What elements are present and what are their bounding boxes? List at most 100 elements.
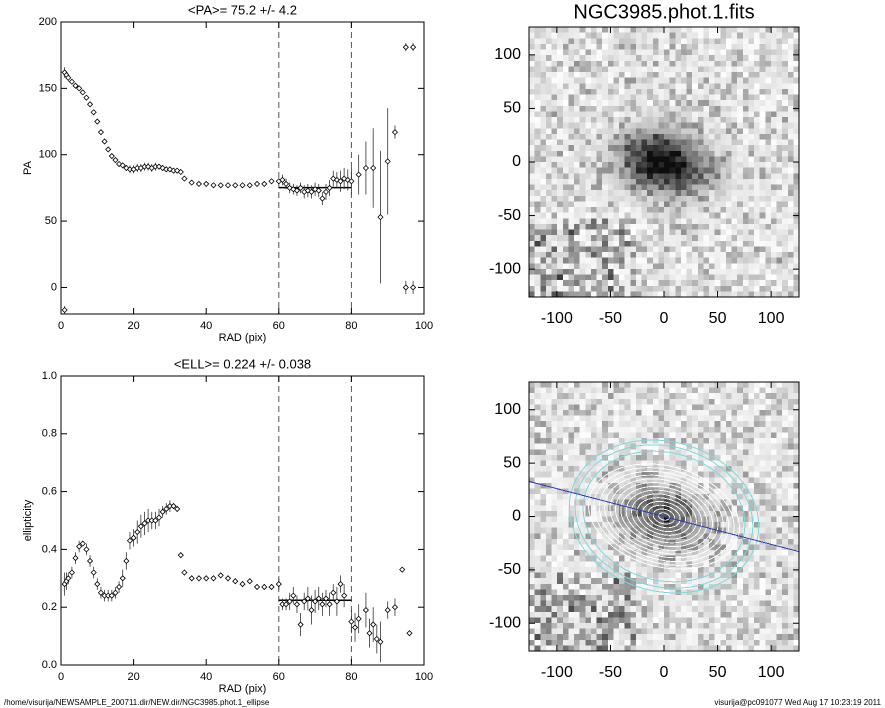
pixel <box>574 426 581 433</box>
pixel <box>787 94 794 101</box>
pixel <box>562 190 569 197</box>
pixel <box>669 268 676 275</box>
pixel <box>557 212 564 219</box>
pixel <box>534 285 541 292</box>
pixel <box>770 60 777 67</box>
pixel <box>703 387 710 394</box>
pixel <box>635 77 642 84</box>
pixel <box>703 594 710 602</box>
image <box>529 382 799 651</box>
pixel <box>714 639 721 646</box>
pixel <box>793 235 799 242</box>
pixel <box>613 611 620 618</box>
pixel <box>748 449 755 456</box>
pixel <box>703 178 710 185</box>
pixel <box>613 438 620 445</box>
pixel <box>596 88 603 95</box>
pixel <box>624 482 631 489</box>
pixel <box>765 201 772 208</box>
pixel <box>641 471 648 478</box>
pixel <box>557 387 564 394</box>
pixel <box>770 167 777 174</box>
pixel <box>551 533 558 540</box>
pixel <box>585 55 592 62</box>
pixel <box>574 128 581 135</box>
pixel <box>714 393 721 400</box>
pixel <box>534 77 541 84</box>
pixel <box>748 628 755 635</box>
pixel <box>748 223 755 230</box>
pixel <box>787 538 794 546</box>
pixel <box>703 280 710 287</box>
pixel <box>787 600 794 607</box>
pixel <box>652 611 659 618</box>
pixel <box>534 184 541 191</box>
pixel <box>754 410 761 417</box>
pixel <box>568 60 575 67</box>
pixel <box>776 634 783 641</box>
pixel <box>630 60 637 67</box>
pixel <box>714 477 721 484</box>
pixel <box>585 398 592 405</box>
pixel <box>664 212 671 219</box>
pixel <box>748 471 755 478</box>
pixel <box>742 240 749 247</box>
pixel <box>748 173 755 180</box>
pixel <box>557 522 564 529</box>
pixel <box>596 285 603 292</box>
pixel <box>540 218 547 225</box>
pixel <box>776 190 783 197</box>
pixel <box>529 218 536 225</box>
pixel <box>641 190 648 197</box>
pixel <box>619 488 626 495</box>
pixel <box>742 488 749 495</box>
pixel <box>652 622 659 630</box>
pixel <box>647 555 654 562</box>
pixel <box>703 43 710 50</box>
pixel <box>568 252 575 259</box>
pixel <box>545 505 552 512</box>
pixel <box>770 387 777 394</box>
pixel <box>776 617 783 624</box>
pixel <box>664 617 671 624</box>
pixel <box>742 32 749 39</box>
pixel <box>731 178 738 185</box>
pixel <box>619 190 626 197</box>
pixel <box>720 393 727 400</box>
pixel <box>759 471 766 478</box>
pixel <box>624 398 631 405</box>
pixel <box>568 88 575 95</box>
pixel <box>596 566 603 574</box>
pixel <box>551 229 558 236</box>
pixel <box>658 505 665 512</box>
pixel <box>754 443 761 450</box>
pixel <box>680 128 687 135</box>
pixel <box>737 49 744 56</box>
pixel <box>540 449 547 456</box>
pixel <box>737 285 744 292</box>
pixel <box>754 449 761 456</box>
pixel <box>568 393 575 400</box>
pixel <box>664 207 671 214</box>
pixel <box>596 634 603 641</box>
pixel <box>658 415 665 422</box>
pixel <box>641 505 648 512</box>
pixel <box>545 190 552 197</box>
pixel <box>557 246 564 253</box>
pixel <box>675 398 682 405</box>
pixel <box>709 88 716 95</box>
pixel <box>725 611 732 618</box>
pixel <box>703 538 710 546</box>
pixel <box>720 133 727 140</box>
pixel <box>551 634 558 641</box>
pixel <box>787 634 794 641</box>
pixel <box>529 285 536 292</box>
pixel <box>641 510 648 517</box>
pixel <box>619 27 626 34</box>
pixel <box>680 38 687 45</box>
x-tick-label: 60 <box>273 671 285 683</box>
pixel <box>557 94 564 101</box>
pixel <box>675 561 682 568</box>
pixel <box>579 454 586 461</box>
